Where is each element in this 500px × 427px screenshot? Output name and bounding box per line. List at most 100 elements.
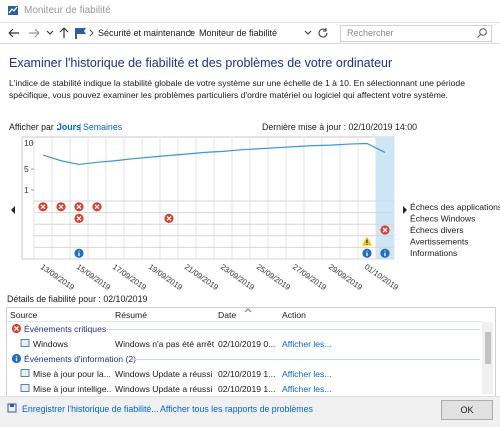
chart-frame [21,136,395,260]
title-bar [0,0,500,23]
date-label: 25/09/2019 [255,262,292,292]
table-cell: Windows [33,339,68,349]
table-cell: Windows Update a réussi [115,369,213,379]
table-cell: Mise à jour pour la... [33,369,111,379]
search-icon [477,28,487,38]
row-label: Échecs des applications [410,202,500,212]
group-divider [132,359,480,360]
breadcrumb-item[interactable]: Moniteur de fiabilité [199,28,278,38]
sort-indicator [244,308,252,313]
row-label: Échecs Windows [410,213,475,223]
y-tick-label: 10 [24,138,34,148]
view-option-days[interactable]: Jours [57,122,81,132]
date-label: 23/09/2019 [219,262,256,292]
save-icon [7,403,17,413]
error-icon [74,202,84,212]
info-icon [74,248,84,258]
table-cell: Windows n'a pas été arrêt... [115,339,214,349]
view-label: Afficher par : [9,122,59,132]
row-label: Échecs divers [410,225,464,235]
address-controls[interactable] [302,27,338,39]
scrollbar-thumb[interactable] [485,332,491,364]
group-icon [11,323,22,334]
table-cell[interactable]: Afficher les... [282,369,332,379]
info-icon [11,353,22,364]
scroll-right[interactable] [403,206,407,214]
table-cell: 02/10/2019 1... [218,369,276,379]
footer [0,396,500,427]
date-label: 29/09/2019 [327,262,364,292]
stability-line [42,142,386,166]
error-icon [56,202,66,212]
table-cell: 02/10/2019 0... [218,339,276,349]
table-cell: Mise à jour intellige... [33,384,111,394]
error-icon [92,202,102,212]
header-divider [7,321,482,322]
icon-glyph [14,326,19,331]
error-icon [11,323,22,334]
table-cell: 02/10/2019 1... [218,384,276,394]
icon-glyph [166,215,172,221]
y-tick-label: 1 [24,185,29,195]
date-label: 19/09/2019 [147,262,184,292]
error-icon [164,213,174,223]
breadcrumb-item[interactable]: Sécurité et maintenance [98,28,196,38]
sort-arrow [244,308,252,313]
row-icon [20,384,30,392]
column-header[interactable]: Date [218,310,237,320]
ok-button[interactable]: OK [441,400,493,420]
y-tick-label: 5 [24,164,29,174]
table-cell[interactable]: Afficher les... [282,339,332,349]
search-placeholder: Rechercher [347,28,394,38]
group-title[interactable]: Événements critiques [24,324,107,334]
search-box[interactable] [340,25,492,42]
table-cell[interactable]: Afficher les... [282,384,332,394]
row-icon-frame [20,369,30,377]
group-icon [11,353,22,364]
date-label: 01/10/2019 [363,262,400,292]
error-icon [380,225,390,235]
footer-link[interactable]: Enregistrer l'historique de fiabilité... [22,404,159,414]
date-label: 15/09/2019 [75,262,112,292]
scroll-left[interactable] [11,206,15,214]
row-icon [20,339,30,347]
app-icon [8,6,18,15]
window-title: Moniteur de fiabilité [24,5,111,16]
footer-link[interactable]: Afficher tous les rapports de problèmes [160,404,313,414]
date-label: 21/09/2019 [183,262,220,292]
description: L'indice de stabilité indique la stabili… [9,78,465,100]
view-option-weeks[interactable]: Semaines [83,122,123,132]
group-divider [106,329,480,330]
column-header[interactable]: Résumé [115,310,147,320]
table-cell: Windows Update a réussi [115,384,213,394]
error-icon [74,213,84,223]
group-title[interactable]: Événements d'information (2) [24,354,136,364]
nav-buttons[interactable] [6,25,96,41]
info-icon [362,248,372,258]
last-update: Dernière mise à jour : 02/10/2019 14:00 [262,122,418,132]
row-icon-frame [20,339,30,347]
icon-glyph [58,204,64,210]
row-label: Informations [410,248,457,258]
icon-glyph [40,204,46,210]
column-header[interactable]: Action [282,310,306,320]
icon-glyph [76,215,82,221]
info-icon [380,248,390,258]
icon-glyph [382,227,388,233]
column-header[interactable]: Source [10,310,38,320]
selected-day [376,137,394,259]
row-label: Avertissements [410,237,469,247]
row-icon [20,369,30,377]
page-heading: Examiner l'historique de fiabilité et de… [9,56,393,70]
warning-icon [362,236,372,246]
icon-glyph [94,204,100,210]
view-separator: | [79,122,82,132]
icon-glyph [76,204,82,210]
details-title: Détails de fiabilité pour : 02/10/2019 [7,294,148,304]
row-icon-frame [20,384,30,392]
breadcrumb-separator [188,29,193,37]
date-label: 17/09/2019 [111,262,148,292]
error-icon [38,202,48,212]
date-label: 27/09/2019 [291,262,328,292]
